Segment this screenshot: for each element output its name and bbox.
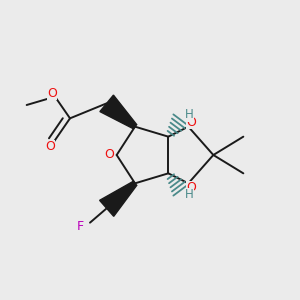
Text: H: H [185, 109, 194, 122]
Text: O: O [186, 181, 196, 194]
Text: O: O [186, 116, 196, 129]
Text: O: O [45, 140, 55, 153]
Polygon shape [100, 181, 137, 216]
Text: O: O [47, 87, 57, 100]
Text: H: H [185, 188, 194, 201]
Text: O: O [104, 148, 114, 161]
Text: F: F [77, 220, 84, 232]
Polygon shape [100, 95, 137, 129]
